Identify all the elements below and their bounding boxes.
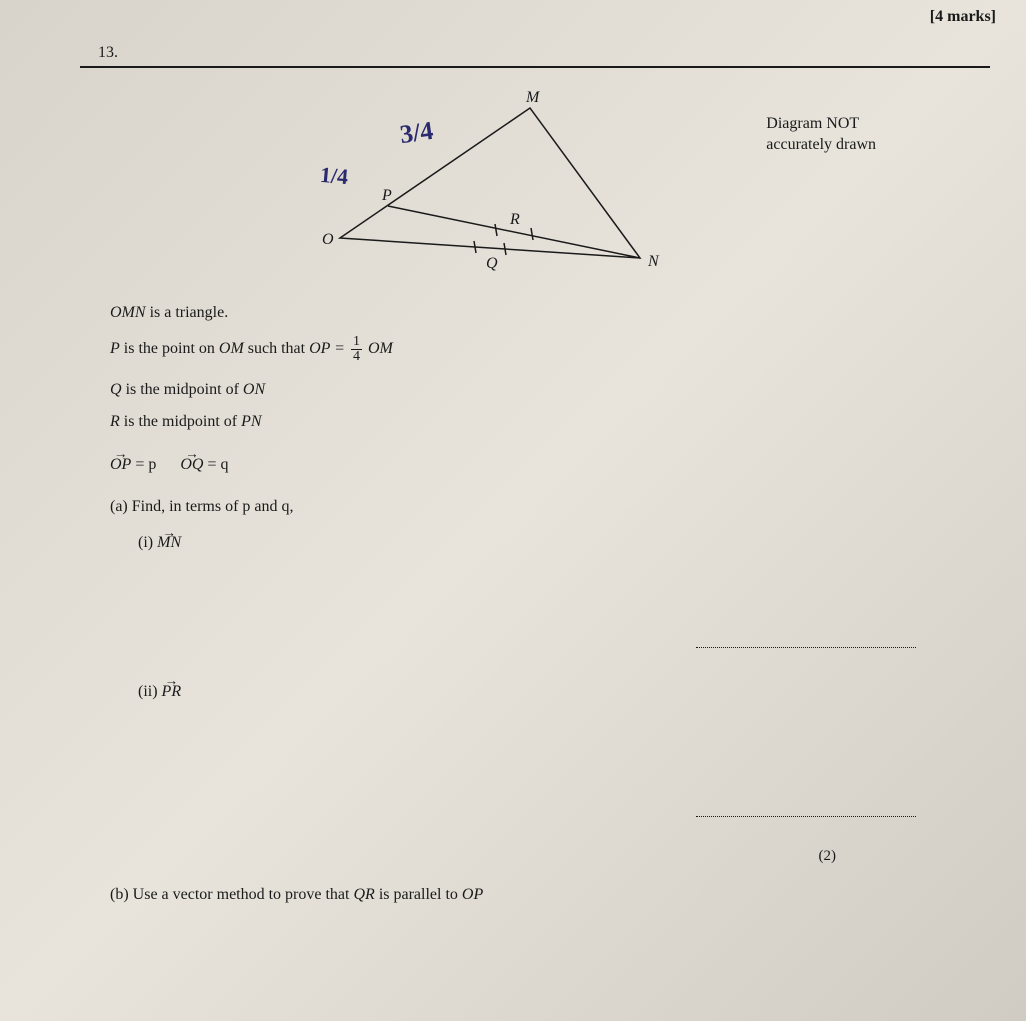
answer-line-i — [110, 629, 966, 659]
svg-text:Q: Q — [486, 255, 498, 272]
text-omn: OMN — [110, 304, 146, 321]
answer-line-ii — [110, 798, 966, 828]
text: = q — [203, 456, 228, 473]
diagram-note: Diagram NOT accurately drawn — [766, 114, 876, 156]
part-a: (a) Find, in terms of p and q, — [110, 492, 966, 522]
text: is the midpoint of — [122, 381, 243, 398]
part-a-i-label: (i) — [138, 534, 157, 551]
vector-mn: MN — [157, 528, 181, 558]
text: is the midpoint of — [120, 413, 241, 430]
diagram-note-line1: Diagram NOT — [766, 115, 859, 132]
fraction: 14 — [351, 335, 362, 364]
text-q: Q — [110, 381, 122, 398]
diagram-note-line2: accurately drawn — [766, 136, 876, 153]
text: is parallel to — [375, 886, 462, 903]
diagram-area: O M N P Q R 1/4 3/4 Diagram NOT accurate… — [80, 78, 966, 288]
marks-header: [4 marks] — [930, 8, 996, 26]
part-a-marks: (2) — [110, 842, 966, 871]
svg-text:N: N — [647, 253, 660, 270]
vector-pr: PR — [162, 677, 182, 707]
text-qr: QR — [353, 886, 374, 903]
svg-text:R: R — [509, 211, 520, 228]
vector-op: OP — [110, 450, 131, 480]
vector-oq: OQ — [180, 450, 203, 480]
part-a-ii-label: (ii) — [138, 683, 162, 700]
text-pn: PN — [241, 413, 261, 430]
part-b-text: (b) Use a vector method to prove that — [110, 886, 353, 903]
text-om2: OM — [364, 340, 393, 357]
text-r: R — [110, 413, 120, 430]
text-om: OM — [219, 340, 244, 357]
question-number: 13. — [80, 44, 990, 68]
handwriting-quarter: 1/4 — [319, 162, 349, 190]
text: = p — [131, 456, 156, 473]
denominator: 4 — [351, 350, 362, 364]
text-p: P — [110, 340, 120, 357]
svg-text:O: O — [322, 231, 334, 248]
text-op-eq: OP = — [309, 340, 349, 357]
numerator: 1 — [351, 335, 362, 350]
text: such that — [244, 340, 309, 357]
question-body: OMN is a triangle. P is the point on OM … — [80, 288, 966, 911]
svg-text:P: P — [381, 187, 392, 204]
text-on: ON — [243, 381, 265, 398]
handwriting-three-quarter: 3/4 — [398, 116, 435, 150]
triangle-diagram: O M N P Q R — [300, 88, 700, 288]
text: is a triangle. — [146, 304, 229, 321]
text-op: OP — [462, 886, 483, 903]
svg-text:M: M — [525, 89, 541, 106]
text: is the point on — [120, 340, 219, 357]
